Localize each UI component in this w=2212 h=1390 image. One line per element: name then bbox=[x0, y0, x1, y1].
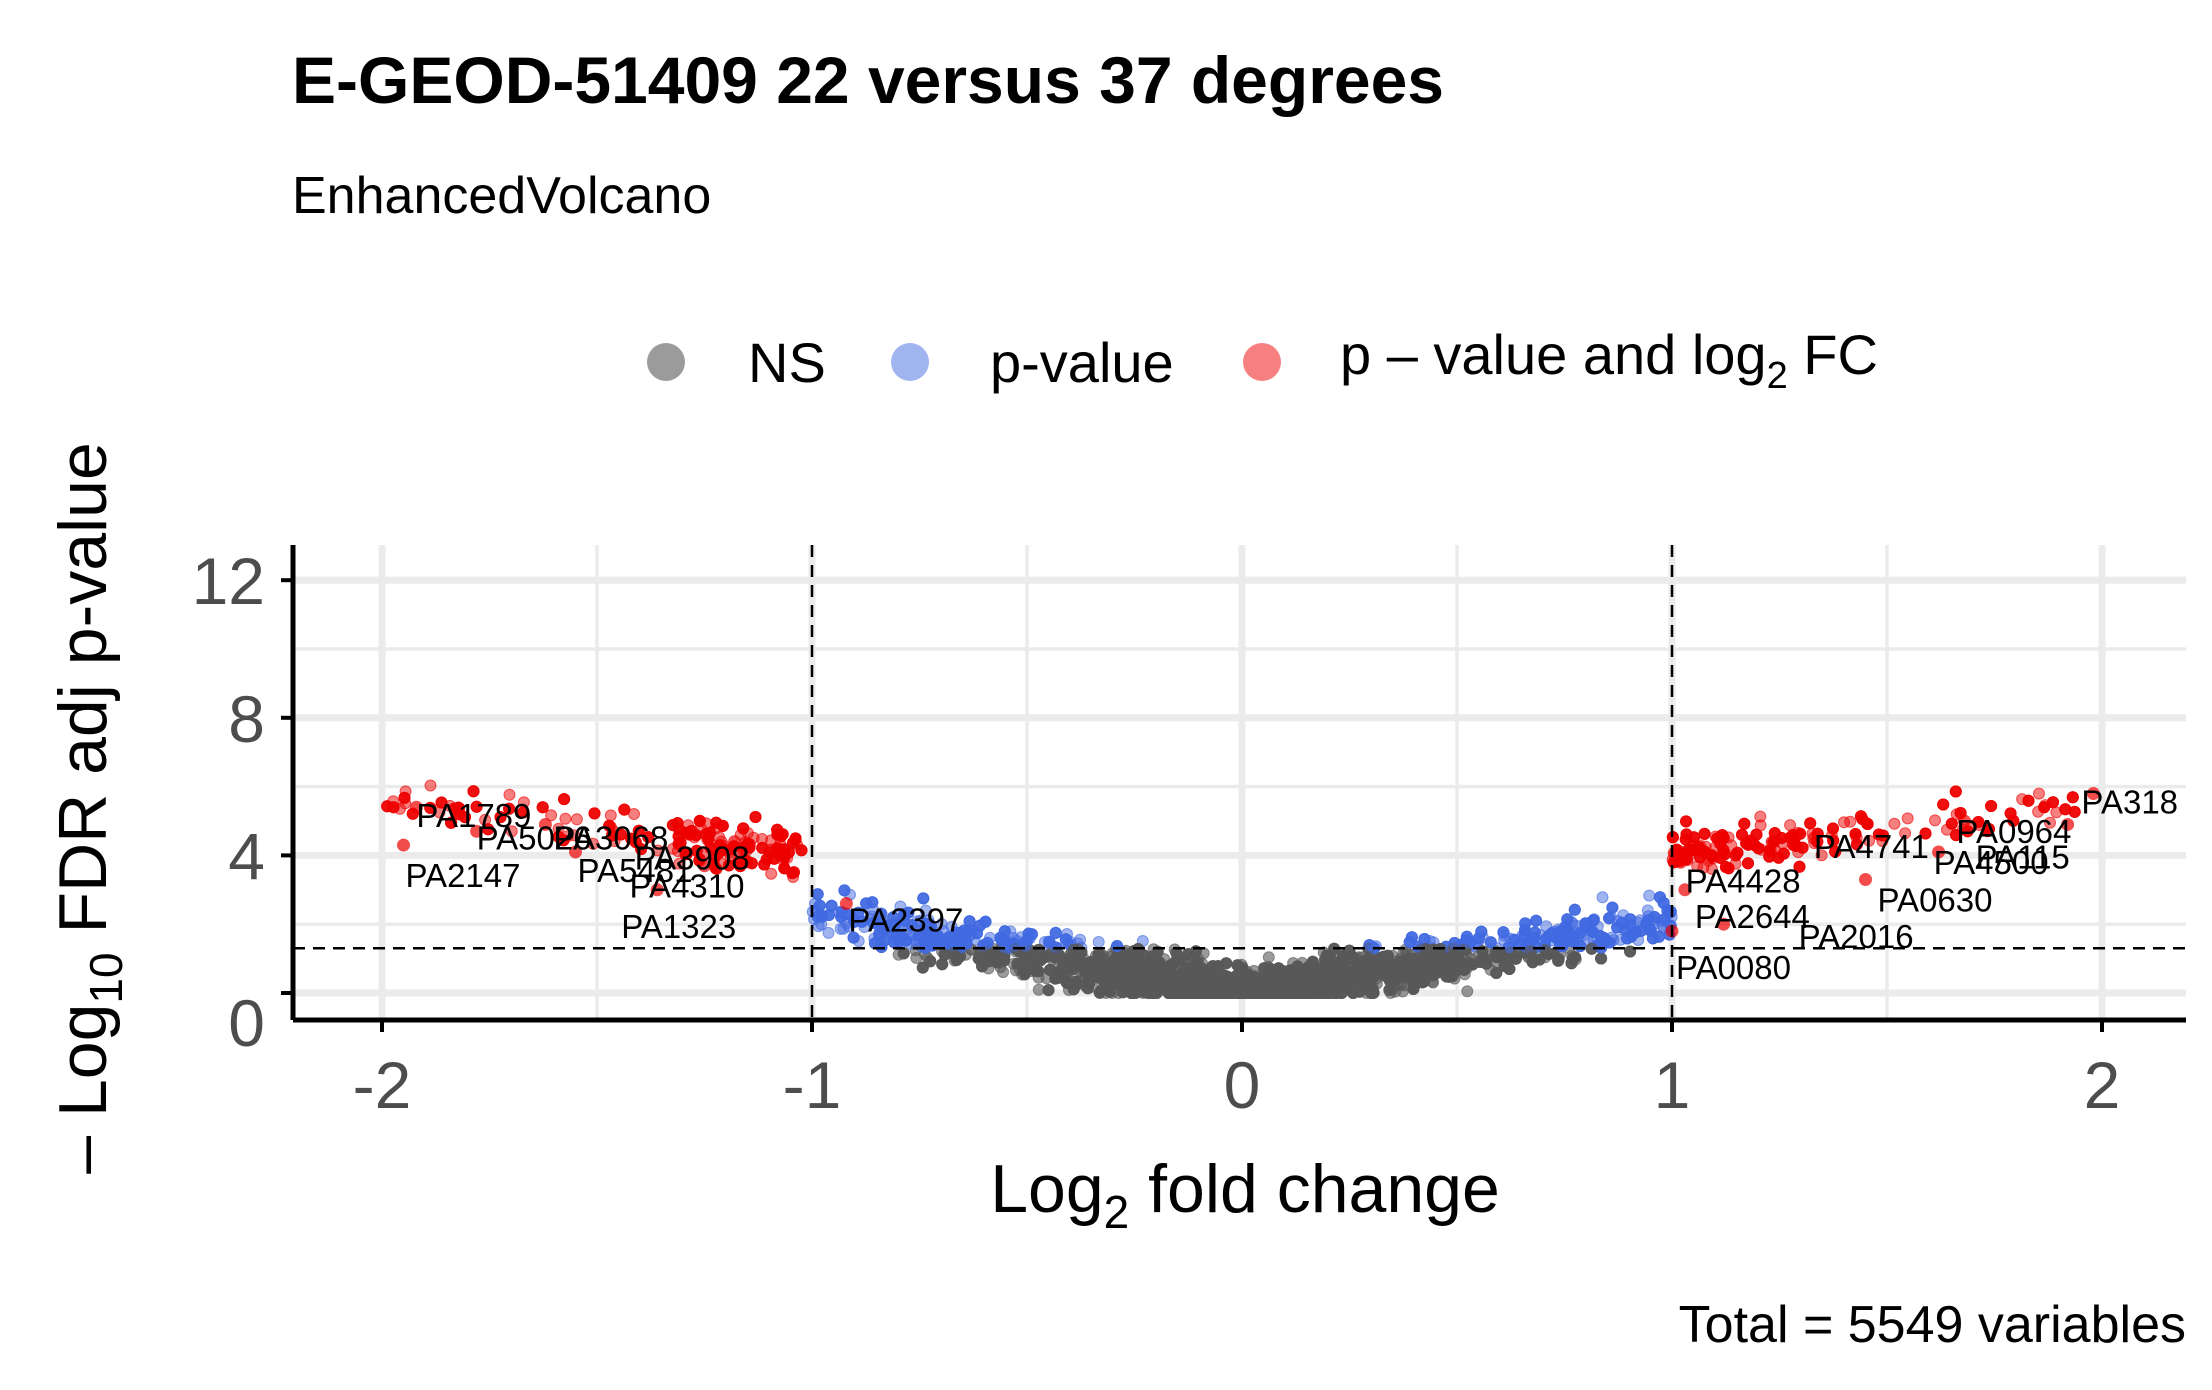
legend-marker-ns bbox=[647, 343, 685, 381]
data-point-ns bbox=[1383, 984, 1396, 996]
data-point-both bbox=[545, 809, 558, 822]
data-point-p bbox=[1574, 940, 1587, 953]
data-point-both bbox=[398, 791, 411, 804]
data-point-both bbox=[424, 779, 437, 792]
data-point-both bbox=[536, 801, 549, 814]
data-point-both bbox=[503, 788, 516, 801]
data-point-both bbox=[1784, 819, 1797, 832]
legend-marker-p-value bbox=[891, 343, 929, 381]
data-point-both bbox=[651, 844, 664, 857]
legend-label-ns: NS bbox=[748, 331, 826, 394]
data-point-both bbox=[628, 808, 640, 820]
data-point-ns bbox=[1595, 952, 1608, 965]
data-point-ns bbox=[910, 952, 923, 964]
data-point-p bbox=[1049, 926, 1062, 939]
chart-title: E-GEOD-51409 22 versus 37 degrees bbox=[292, 43, 1444, 117]
data-point-both bbox=[1929, 814, 1941, 827]
data-point-both bbox=[1899, 827, 1912, 840]
data-point-p bbox=[1059, 933, 1072, 946]
data-point-both bbox=[1888, 817, 1901, 830]
data-point-both bbox=[587, 837, 600, 850]
data-point-both bbox=[1838, 816, 1850, 829]
data-point-ns bbox=[1461, 985, 1474, 998]
legend: NS p-value p – value and log2 FC bbox=[647, 323, 1878, 397]
legend-marker-p-value-and-fc bbox=[1243, 343, 1281, 381]
data-point-p bbox=[1603, 912, 1616, 925]
chart-subtitle: EnhancedVolcano bbox=[292, 167, 711, 225]
data-point-p bbox=[838, 884, 851, 897]
data-point-ns bbox=[1022, 956, 1034, 969]
data-point-p bbox=[837, 922, 850, 935]
legend-label-p-value: p-value bbox=[990, 331, 1174, 394]
data-point-p bbox=[1643, 889, 1656, 902]
data-point-both bbox=[1804, 817, 1817, 830]
data-point-p bbox=[822, 926, 835, 939]
data-point-p bbox=[919, 904, 932, 917]
legend-label-p-value-and-fc: p – value and log2 FC bbox=[1340, 323, 1878, 397]
data-point-p bbox=[1596, 891, 1609, 904]
data-point-both bbox=[1901, 812, 1914, 825]
data-point-both bbox=[1949, 785, 1962, 798]
data-point-both bbox=[2044, 816, 2056, 829]
data-point-both bbox=[588, 807, 601, 820]
plot-grid bbox=[293, 545, 2186, 1020]
data-point-both bbox=[2033, 787, 2045, 800]
data-point-both bbox=[1777, 847, 1790, 860]
data-point-both bbox=[765, 867, 778, 880]
data-point-both bbox=[2022, 794, 2035, 807]
data-point-both bbox=[559, 812, 572, 825]
data-point-both bbox=[505, 825, 518, 838]
data-point-both bbox=[673, 857, 686, 870]
data-point-ns bbox=[916, 961, 929, 974]
data-point-p bbox=[1092, 936, 1105, 948]
data-point-p bbox=[1111, 940, 1124, 952]
data-point-both bbox=[1937, 798, 1950, 811]
data-point-both bbox=[1754, 810, 1767, 823]
data-point-both bbox=[570, 813, 583, 826]
data-point-both bbox=[558, 793, 571, 806]
data-point-ns bbox=[1262, 951, 1275, 964]
data-point-both bbox=[1815, 849, 1828, 862]
data-point-ns bbox=[936, 958, 949, 971]
data-point-both bbox=[2066, 791, 2079, 804]
data-point-both bbox=[1863, 834, 1876, 847]
